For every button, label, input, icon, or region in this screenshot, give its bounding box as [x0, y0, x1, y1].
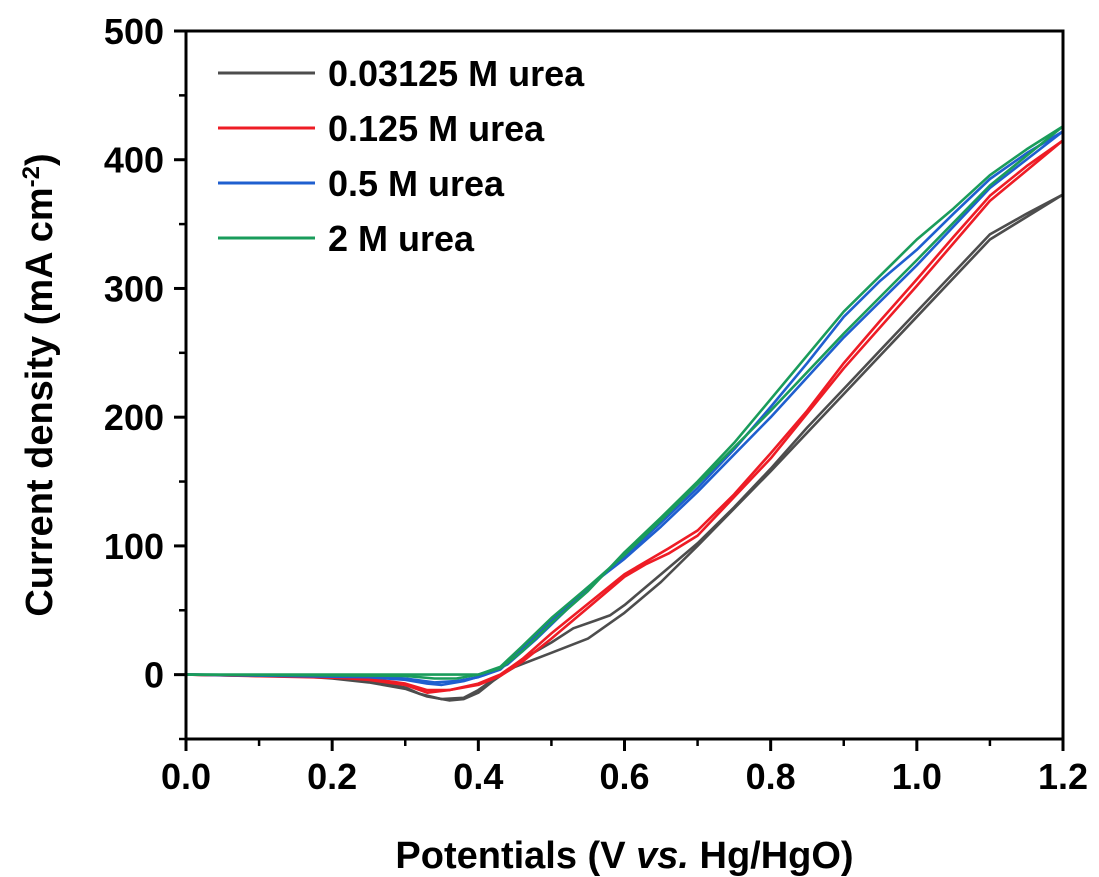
- series-1: [184, 139, 1065, 694]
- y-axis-title: Current density (mA cm-2): [18, 153, 62, 616]
- y-tick-label: 0: [144, 655, 164, 696]
- series-3: [184, 125, 1065, 680]
- series-line-backward: [184, 130, 1065, 684]
- series-2: [184, 130, 1065, 687]
- y-axis-title-sup: -2: [18, 166, 45, 187]
- x-axis-title-pre: Potentials (V: [395, 835, 636, 877]
- series-line-forward: [184, 130, 1065, 687]
- series-line-forward: [184, 139, 1065, 694]
- x-axis-title: Potentials (V vs. Hg/HgO): [395, 835, 853, 877]
- y-axis-title-close: ): [19, 153, 61, 166]
- series-0: [184, 193, 1065, 702]
- axis-ticks: 0.0 0.2 0.4 0.6 0.8 1.0 1.2 0 100 200 300 400 500: [104, 11, 1088, 797]
- series-line-backward: [184, 193, 1065, 701]
- series-layer: [184, 125, 1065, 702]
- x-tick-label: 0.4: [453, 756, 503, 797]
- legend-label: 0.03125 M urea: [328, 53, 585, 94]
- x-tick-label: 1.2: [1038, 756, 1088, 797]
- y-tick-label: 400: [104, 140, 164, 181]
- y-tick-label: 500: [104, 11, 164, 52]
- y-tick-label: 300: [104, 268, 164, 309]
- x-tick-label: 0.2: [307, 756, 357, 797]
- x-tick-label: 0.8: [746, 756, 796, 797]
- x-tick-label: 1.0: [892, 756, 942, 797]
- series-line-backward: [184, 125, 1065, 676]
- series-line-forward: [184, 125, 1065, 680]
- x-tick-label: 0.6: [599, 756, 649, 797]
- series-line-backward: [184, 139, 1065, 692]
- y-axis-title-main: Current density (mA cm: [19, 187, 61, 616]
- x-axis-title-post: Hg/HgO): [689, 835, 854, 877]
- y-tick-label: 200: [104, 397, 164, 438]
- legend: 0.03125 M urea 0.125 M urea 0.5 M urea 2 M …: [218, 53, 585, 259]
- legend-label: 0.5 M urea: [328, 163, 505, 204]
- plot-frame: [184, 29, 1065, 741]
- x-tick-label: 0.0: [161, 756, 211, 797]
- legend-label: 0.125 M urea: [328, 108, 545, 149]
- y-tick-label: 100: [104, 526, 164, 567]
- x-axis-title-italic: vs.: [636, 835, 689, 877]
- legend-label: 2 M urea: [328, 218, 475, 259]
